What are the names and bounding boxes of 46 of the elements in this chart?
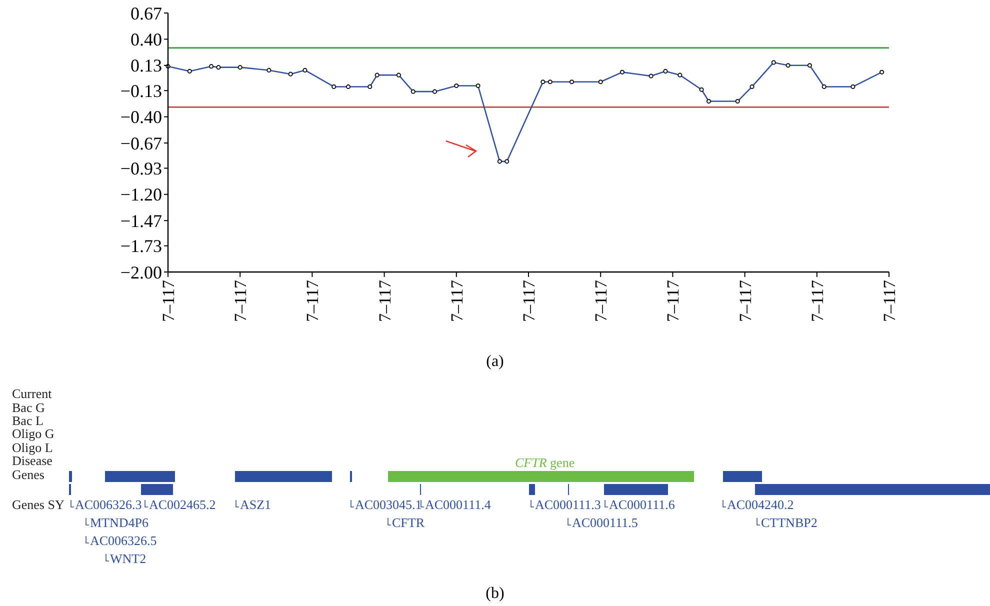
x-tick-label: 7–117 xyxy=(303,280,322,322)
text: MTND4P6 xyxy=(90,515,150,530)
text: Oligo G xyxy=(12,426,54,441)
x-tick-label: 7–117 xyxy=(447,280,466,322)
x-tick-label: 7–117 xyxy=(231,280,250,322)
text: CFTR xyxy=(392,515,425,530)
y-tick-label: −0.93 xyxy=(120,158,162,179)
text: AC000111.3 xyxy=(535,497,601,512)
x-tick-label: 7–117 xyxy=(375,280,394,322)
x-tick-label: 7–117 xyxy=(736,280,755,322)
x-tick-label: 7–117 xyxy=(592,280,611,322)
text: AC000111.5 xyxy=(572,515,638,530)
text: CFTR gene xyxy=(515,455,575,470)
text: Genes xyxy=(12,467,44,482)
text: (a) xyxy=(486,353,504,370)
text: AC002465.2 xyxy=(149,497,216,512)
text: WNT2 xyxy=(110,551,146,566)
x-tick-label: 7–117 xyxy=(664,280,683,322)
text: Bac G xyxy=(12,400,45,415)
x-tick-label: 7–117 xyxy=(158,280,178,322)
text: AC000111.4 xyxy=(425,497,492,512)
text: AC006326.3 xyxy=(75,497,142,512)
text: ASZ1 xyxy=(240,497,272,512)
text: AC000111.6 xyxy=(609,497,676,512)
y-tick-label: −1.20 xyxy=(120,184,162,205)
text: AC006326.5 xyxy=(90,533,157,548)
y-tick-label: −0.40 xyxy=(120,107,162,128)
x-tick-label: 7–117 xyxy=(519,280,538,322)
y-tick-label: 0.13 xyxy=(130,56,162,76)
y-tick-label: −1.73 xyxy=(120,236,162,256)
y-tick-label: −1.47 xyxy=(120,210,162,231)
y-tick-label: 0.67 xyxy=(130,3,162,24)
y-tick-label: −0.67 xyxy=(120,133,162,154)
text: Oligo L xyxy=(12,440,53,455)
x-tick-label: 7–117 xyxy=(880,280,899,322)
y-tick-label: −2.00 xyxy=(120,262,162,282)
text: Current xyxy=(12,386,52,401)
text: Genes SY xyxy=(12,497,65,512)
text: AC004240.2 xyxy=(727,497,794,512)
text: Bac L xyxy=(12,413,44,428)
y-tick-label: 0.40 xyxy=(130,29,162,50)
y-tick-label: −0.13 xyxy=(120,80,162,101)
text: CTTNBP2 xyxy=(761,515,818,530)
text: (b) xyxy=(486,585,504,602)
text: AC003045.1 xyxy=(355,497,422,512)
x-tick-label: 7–117 xyxy=(808,280,827,322)
